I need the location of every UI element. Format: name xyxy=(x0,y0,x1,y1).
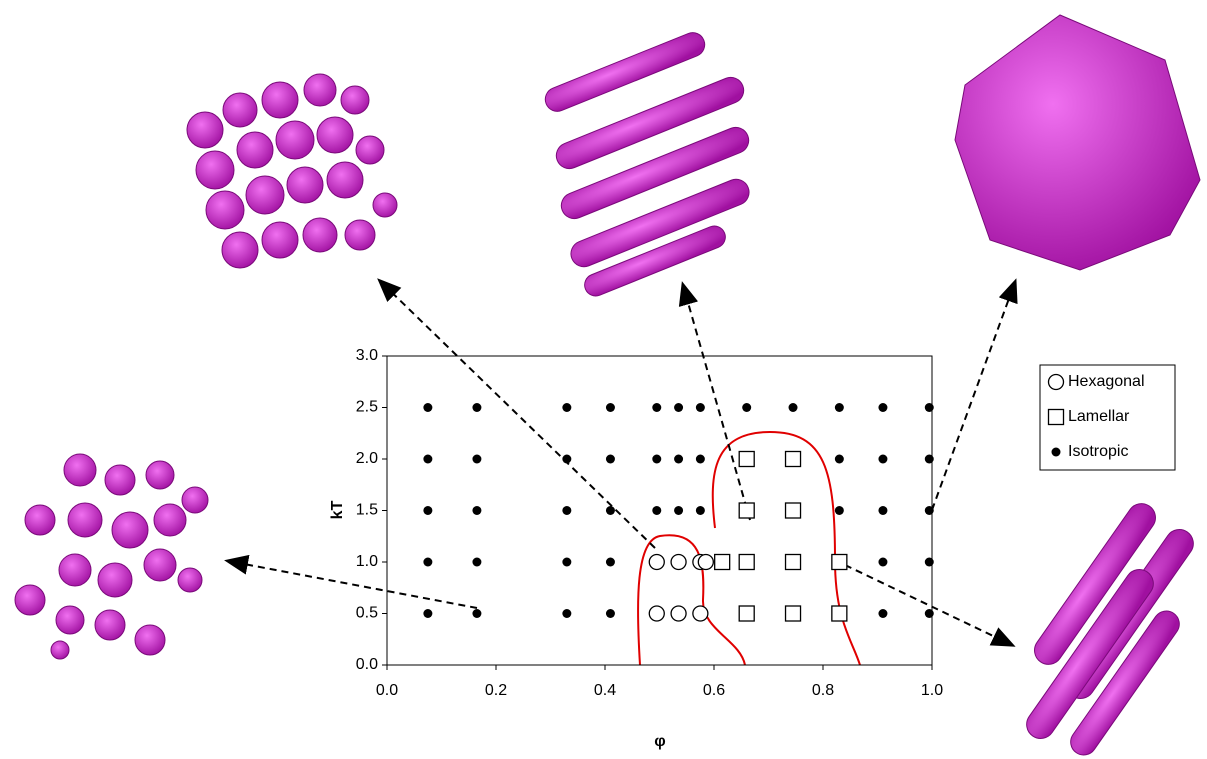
legend-label: Isotropic xyxy=(1068,443,1128,460)
point xyxy=(924,454,934,464)
point xyxy=(648,605,665,622)
point xyxy=(742,403,752,412)
point xyxy=(834,506,844,515)
point xyxy=(423,609,433,618)
x-tick-label: 0.8 xyxy=(812,682,834,699)
point xyxy=(652,403,662,412)
x-tick-label: 0.2 xyxy=(485,682,507,699)
point xyxy=(924,506,934,515)
point xyxy=(834,454,844,464)
point xyxy=(472,454,482,464)
y-tick-label: 0.5 xyxy=(356,605,378,622)
point xyxy=(695,454,705,464)
point xyxy=(924,609,934,618)
y-tick-label: 2.5 xyxy=(356,399,378,416)
point xyxy=(652,506,662,515)
point xyxy=(670,605,687,622)
point xyxy=(831,553,848,571)
render-hexagonal xyxy=(186,73,398,269)
point xyxy=(562,506,572,515)
point xyxy=(692,605,709,622)
point xyxy=(714,553,731,571)
point xyxy=(423,506,433,515)
point xyxy=(562,403,572,412)
point xyxy=(738,553,755,571)
point xyxy=(878,506,888,515)
point xyxy=(605,506,615,515)
legend-marker xyxy=(1051,447,1061,457)
point xyxy=(834,403,844,412)
point xyxy=(695,506,705,515)
point xyxy=(878,609,888,618)
render-lamellar xyxy=(544,32,750,297)
point xyxy=(697,553,714,571)
y-tick-label: 0.0 xyxy=(356,656,378,673)
point xyxy=(670,553,687,571)
point xyxy=(423,557,433,567)
point xyxy=(605,403,615,412)
point xyxy=(878,454,888,464)
legend-label: Lamellar xyxy=(1068,408,1130,425)
render-isotropic xyxy=(954,14,1201,271)
point xyxy=(695,403,705,412)
point xyxy=(674,506,684,515)
point xyxy=(738,605,755,622)
x-tick-label: 0.0 xyxy=(376,682,398,699)
point xyxy=(831,605,848,622)
point xyxy=(472,506,482,515)
point xyxy=(878,403,888,412)
point xyxy=(784,502,802,519)
y-tick-label: 1.5 xyxy=(356,502,378,519)
point xyxy=(738,450,755,468)
point xyxy=(605,557,615,567)
point xyxy=(652,454,662,464)
point xyxy=(562,557,572,567)
y-tick-label: 2.0 xyxy=(356,450,378,467)
hexagonal-boundary xyxy=(637,534,746,666)
point xyxy=(738,502,755,519)
arrows xyxy=(224,278,1018,647)
point xyxy=(674,403,684,412)
x-tick-label: 1.0 xyxy=(921,682,943,699)
point xyxy=(605,609,615,618)
point xyxy=(423,454,433,464)
point xyxy=(472,557,482,567)
x-axis-label: φ xyxy=(654,733,665,750)
point xyxy=(648,553,665,571)
y-tick-label: 1.0 xyxy=(356,553,378,570)
render-lamellar-2 xyxy=(1026,503,1194,756)
point xyxy=(472,403,482,412)
point xyxy=(788,403,798,412)
point xyxy=(784,450,802,468)
y-tick-label: 3.0 xyxy=(356,347,378,364)
legend-marker xyxy=(1047,373,1065,391)
x-tick-label: 0.6 xyxy=(703,682,725,699)
y-axis-label: kT xyxy=(329,500,346,519)
point xyxy=(423,403,433,412)
point xyxy=(674,454,684,464)
legend-marker xyxy=(1047,408,1065,426)
point xyxy=(924,403,934,412)
point xyxy=(924,557,934,567)
point xyxy=(562,609,572,618)
point xyxy=(605,454,615,464)
render-low-density xyxy=(14,453,209,660)
point xyxy=(784,553,802,571)
x-tick-label: 0.4 xyxy=(594,682,616,699)
legend-label: Hexagonal xyxy=(1068,373,1145,390)
point xyxy=(878,557,888,567)
point xyxy=(562,454,572,464)
point xyxy=(472,609,482,618)
point xyxy=(784,605,802,622)
